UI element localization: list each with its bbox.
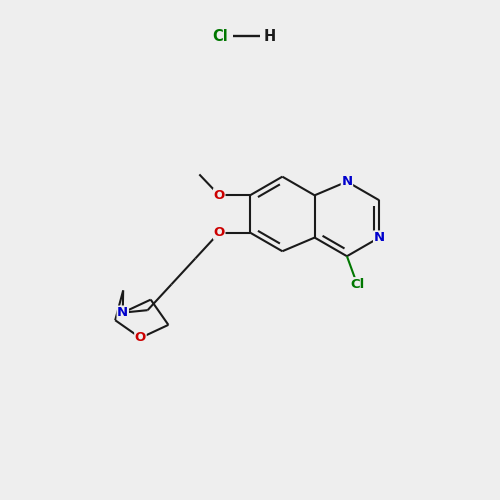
Text: N: N [117,306,128,319]
Text: H: H [264,28,276,44]
Text: N: N [374,231,385,244]
Text: Cl: Cl [350,278,364,290]
Text: Cl: Cl [212,28,228,44]
Text: O: O [214,226,225,239]
Text: O: O [135,332,146,344]
Text: N: N [342,175,352,188]
Text: O: O [214,189,225,202]
